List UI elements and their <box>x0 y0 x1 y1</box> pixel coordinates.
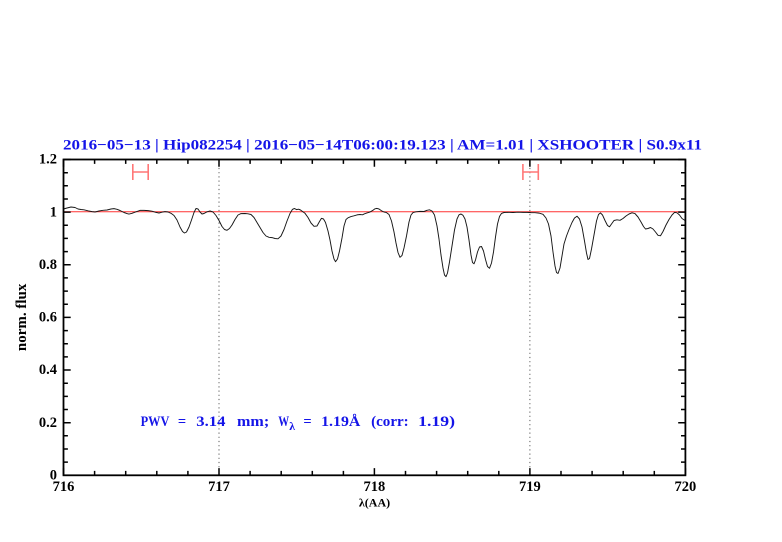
svg-text:0.2: 0.2 <box>39 415 57 431</box>
svg-text:1: 1 <box>50 204 57 220</box>
svg-text:719: 719 <box>519 479 541 495</box>
svg-text:2016−05−13 | Hip082254 | 2016−: 2016−05−13 | Hip082254 | 2016−05−14T06:0… <box>63 138 702 154</box>
svg-text:0.6: 0.6 <box>39 310 57 326</box>
svg-text:717: 717 <box>208 479 230 495</box>
svg-text:0.4: 0.4 <box>39 362 57 378</box>
svg-text:720: 720 <box>675 479 697 495</box>
svg-text:λ: λ <box>289 419 295 433</box>
svg-text:=: = <box>178 414 186 430</box>
svg-text:716: 716 <box>53 479 75 495</box>
svg-text:1.2: 1.2 <box>39 152 57 168</box>
svg-text:=: = <box>303 414 311 430</box>
svg-text:PWV: PWV <box>141 414 170 430</box>
svg-text:0: 0 <box>50 468 57 484</box>
svg-text:λ(AA): λ(AA) <box>359 496 390 510</box>
svg-text:norm. flux: norm. flux <box>14 283 30 351</box>
svg-text:W: W <box>278 414 289 430</box>
svg-text:0.8: 0.8 <box>39 257 57 273</box>
svg-text:3.14: 3.14 <box>196 414 225 430</box>
svg-text:(corr:: (corr: <box>371 414 409 430</box>
svg-text:1.19): 1.19) <box>418 414 455 430</box>
svg-text:mm;: mm; <box>237 414 269 430</box>
svg-text:718: 718 <box>364 479 386 495</box>
svg-text:1.19Å: 1.19Å <box>321 414 361 430</box>
